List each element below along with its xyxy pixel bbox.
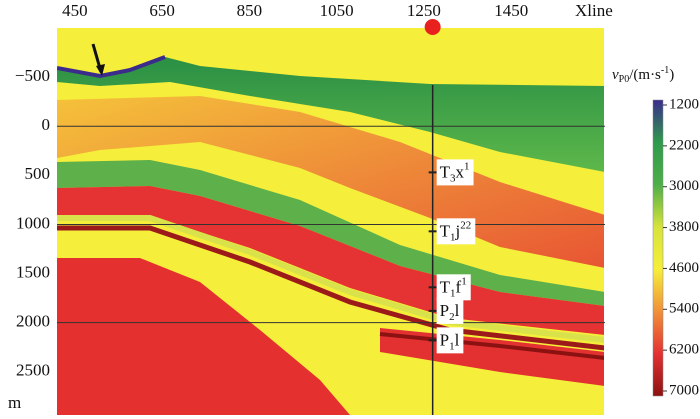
colorbar-close: ): [669, 67, 674, 83]
horizon-label-box: [436, 274, 471, 301]
colorbar-tick-label: 1200: [669, 96, 699, 112]
horizon-sub: 2: [449, 310, 455, 322]
horizon-label: T1f1: [440, 275, 467, 299]
colorbar-label: vP0/(m·s-1): [612, 65, 674, 85]
horizon-base: T: [440, 162, 451, 181]
horizon-base: P: [440, 301, 449, 320]
horizon-mid: l: [455, 301, 460, 320]
well-marker: [424, 19, 441, 35]
horizon-mid: j: [455, 221, 461, 240]
x-tick-label: 1450: [494, 1, 528, 20]
horizon-base: T: [440, 221, 451, 240]
horizon-base: T: [440, 277, 451, 296]
colorbar-tick-label: 7000: [669, 382, 699, 398]
arrow-head: [96, 64, 105, 76]
colorbar-tick-label: 4600: [669, 260, 699, 276]
horizon-sup: 1: [461, 275, 467, 287]
horizon-mid: l: [455, 330, 460, 349]
x-tick-label: 850: [237, 1, 263, 20]
horizon-sub: 1: [449, 340, 455, 352]
horizon-label: T1j22: [440, 219, 472, 243]
colorbar-tick-label: 5400: [669, 301, 699, 317]
y-tick-label: 2500: [16, 361, 50, 380]
x-axis-label: Xline: [575, 1, 613, 20]
horizon-label: P2l: [440, 301, 460, 323]
horizon-label-box: [436, 159, 474, 186]
x-tick-label: 1050: [320, 1, 354, 20]
x-tick-label: 650: [149, 1, 175, 20]
y-tick-label: −500: [15, 66, 50, 85]
horizon-label: T3x1: [440, 160, 470, 184]
horizon-label-box: [436, 297, 464, 324]
velocity-section: [57, 28, 605, 415]
colorbar-sup: -1: [661, 65, 669, 76]
horizon-mid: f: [456, 277, 462, 296]
horizon-label-box: [436, 327, 464, 354]
horizon-label-box: [436, 218, 476, 245]
y-tick-label: 1000: [16, 213, 50, 232]
colorbar-tick-label: 2200: [669, 137, 699, 153]
horizon-sup: 1: [464, 160, 470, 172]
colorbar-symbol: v: [612, 67, 619, 83]
x-tick-label: 450: [62, 1, 88, 20]
horizon-sub: 1: [450, 231, 456, 243]
y-tick-label: 2000: [16, 312, 50, 331]
horizon-mid: x: [456, 162, 465, 181]
horizon-sup: 22: [460, 219, 471, 231]
colorbar-tick-label: 6200: [669, 342, 699, 358]
colorbar-unit: /(m·s: [629, 67, 661, 83]
colorbar-tick-label: 3800: [669, 219, 699, 235]
y-axis-label: m: [8, 393, 21, 412]
y-tick-label: 1500: [16, 262, 50, 281]
horizon-sub: 1: [450, 287, 456, 299]
x-tick-label: 1250: [407, 1, 441, 20]
colorbar-tick-label: 3000: [669, 178, 699, 194]
horizon-base: P: [440, 330, 449, 349]
horizon-label: P1l: [440, 330, 460, 352]
y-tick-label: 500: [25, 164, 51, 183]
colorbar-sub: P0: [619, 74, 630, 85]
horizon-sub: 3: [450, 172, 456, 184]
colorbar: [652, 99, 664, 397]
y-tick-label: 0: [42, 115, 51, 134]
